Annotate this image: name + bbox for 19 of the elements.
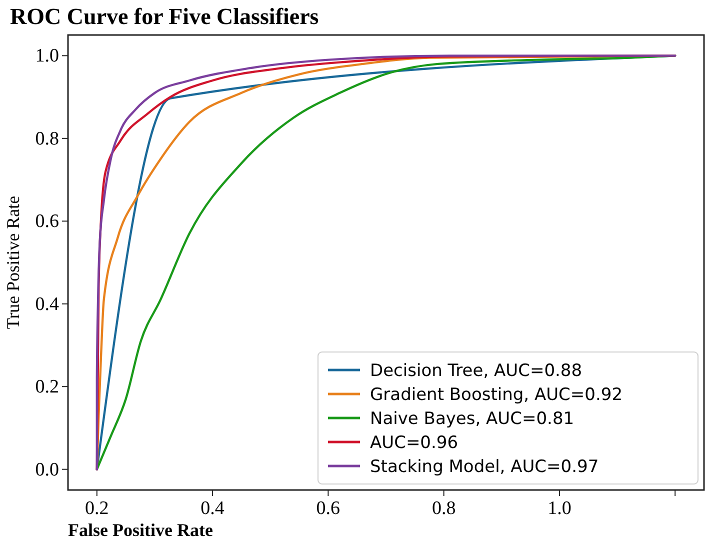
y-tick-label: 0.8 bbox=[35, 128, 59, 150]
legend-label: Stacking Model, AUC=0.97 bbox=[370, 457, 599, 477]
y-tick-label: 0.6 bbox=[35, 211, 59, 232]
x-tick-label: 1.0 bbox=[548, 498, 572, 519]
y-tick-label: 0.0 bbox=[35, 459, 59, 480]
y-tick-label: 0.2 bbox=[35, 376, 59, 398]
y-tick-label: 1.0 bbox=[35, 46, 59, 67]
chart-title: ROC Curve for Five Classifiers bbox=[10, 4, 319, 29]
x-tick-label: 0.2 bbox=[85, 498, 109, 519]
x-tick-label: 0.8 bbox=[432, 498, 456, 519]
x-axis-title: False Positive Rate bbox=[68, 520, 213, 539]
legend-label: Decision Tree, AUC=0.88 bbox=[370, 361, 582, 381]
legend-label: AUC=0.96 bbox=[370, 433, 458, 453]
x-tick-label: 0.4 bbox=[200, 498, 225, 519]
y-axis-title: True Positive Rate bbox=[3, 196, 23, 330]
legend-label: Naive Bayes, AUC=0.81 bbox=[370, 409, 574, 429]
legend-label: Gradient Boosting, AUC=0.92 bbox=[370, 385, 623, 405]
x-tick-label: 0.6 bbox=[316, 498, 340, 519]
y-tick-label: 0.4 bbox=[35, 294, 60, 315]
